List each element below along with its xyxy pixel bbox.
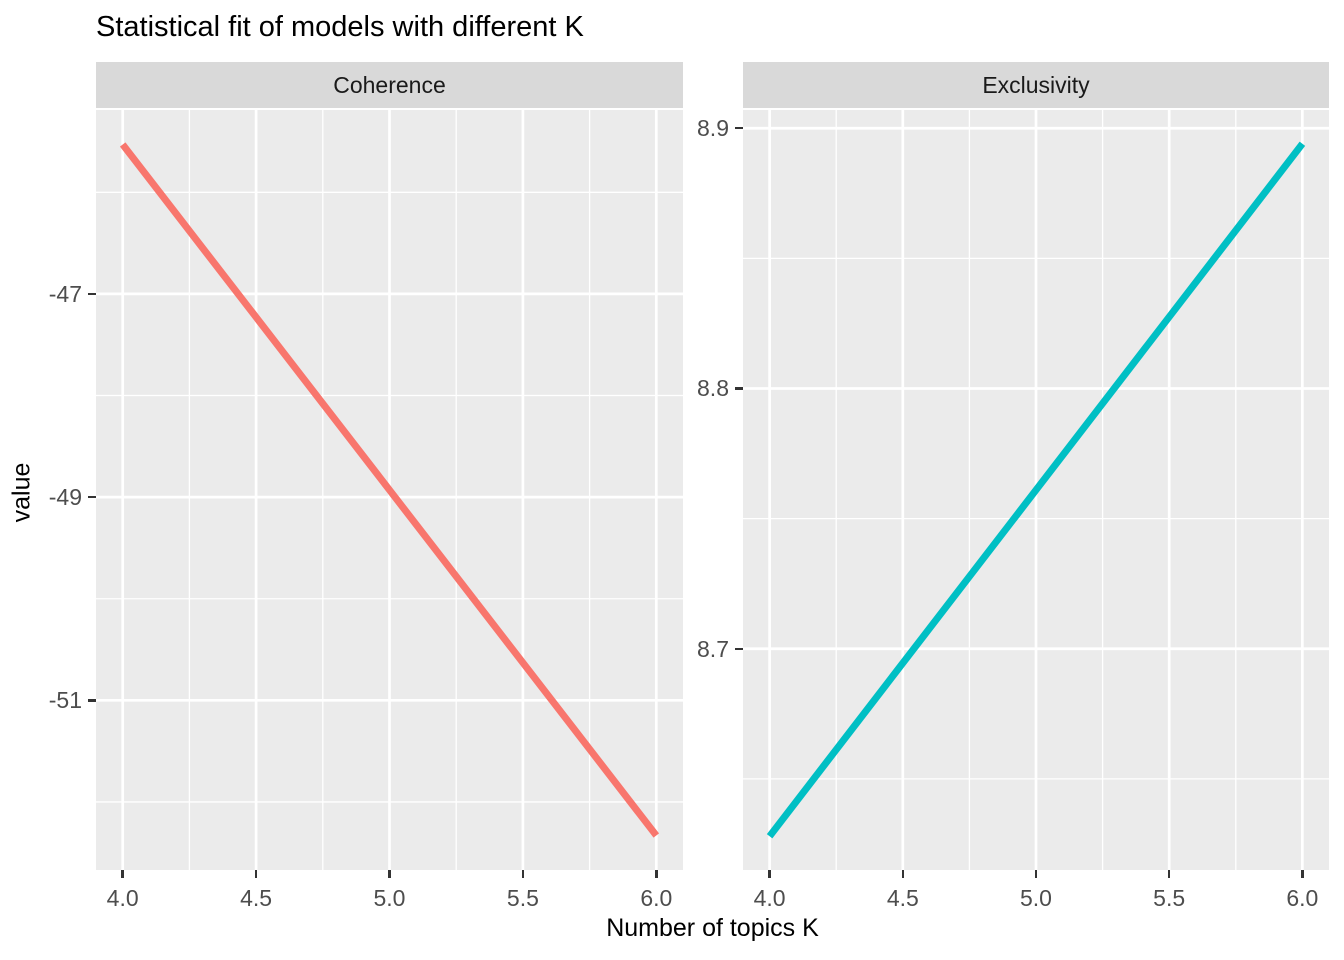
y-tick-mark <box>735 387 743 390</box>
x-tick-mark <box>901 870 905 878</box>
y-tick-label: -49 <box>48 484 82 511</box>
panel-exclusivity <box>743 110 1329 870</box>
y-tick-mark <box>735 647 743 651</box>
x-tick-label: 5.0 <box>1020 885 1052 911</box>
x-tick-label: 4.0 <box>753 885 786 911</box>
x-tick-label: 6.0 <box>640 885 673 911</box>
x-tick-label: 5.5 <box>1153 885 1186 911</box>
y-tick-mark <box>88 495 96 499</box>
y-tick-mark <box>88 292 96 296</box>
x-tick-mark <box>1034 870 1038 878</box>
x-tick-mark <box>655 870 658 878</box>
x-tick-mark <box>1167 870 1171 878</box>
y-tick-mark <box>735 126 743 130</box>
panel-coherence <box>96 110 683 870</box>
x-tick-label: 4.0 <box>106 885 139 911</box>
x-tick-mark <box>121 870 124 878</box>
strip-label-coherence: Coherence <box>333 71 446 98</box>
strip-label-exclusivity: Exclusivity <box>982 71 1090 98</box>
x-tick-mark <box>521 870 525 878</box>
x-tick-label: 5.5 <box>506 885 539 911</box>
y-tick-label: 8.8 <box>697 375 729 402</box>
y-tick-label: 8.9 <box>697 115 729 142</box>
x-tick-label: 6.0 <box>1286 885 1319 911</box>
y-tick-label: -51 <box>48 687 82 714</box>
x-tick-mark <box>254 870 258 878</box>
x-tick-mark <box>388 870 391 878</box>
exclusivity-line <box>766 141 1306 839</box>
coherence-line <box>119 142 660 838</box>
y-tick-mark <box>88 699 96 702</box>
facet-strip-coherence: Coherence <box>96 62 683 108</box>
x-axis-title: Number of topics K <box>606 914 819 942</box>
x-tick-label: 4.5 <box>886 885 919 911</box>
x-tick-mark <box>1301 870 1304 878</box>
x-tick-label: 5.0 <box>373 885 406 911</box>
x-tick-mark <box>768 870 771 878</box>
plot-title: Statistical fit of models with different… <box>96 11 584 43</box>
y-tick-label: 8.7 <box>697 635 729 662</box>
x-tick-label: 4.5 <box>240 885 273 911</box>
facet-strip-exclusivity: Exclusivity <box>743 62 1329 108</box>
y-tick-label: -47 <box>48 280 82 307</box>
